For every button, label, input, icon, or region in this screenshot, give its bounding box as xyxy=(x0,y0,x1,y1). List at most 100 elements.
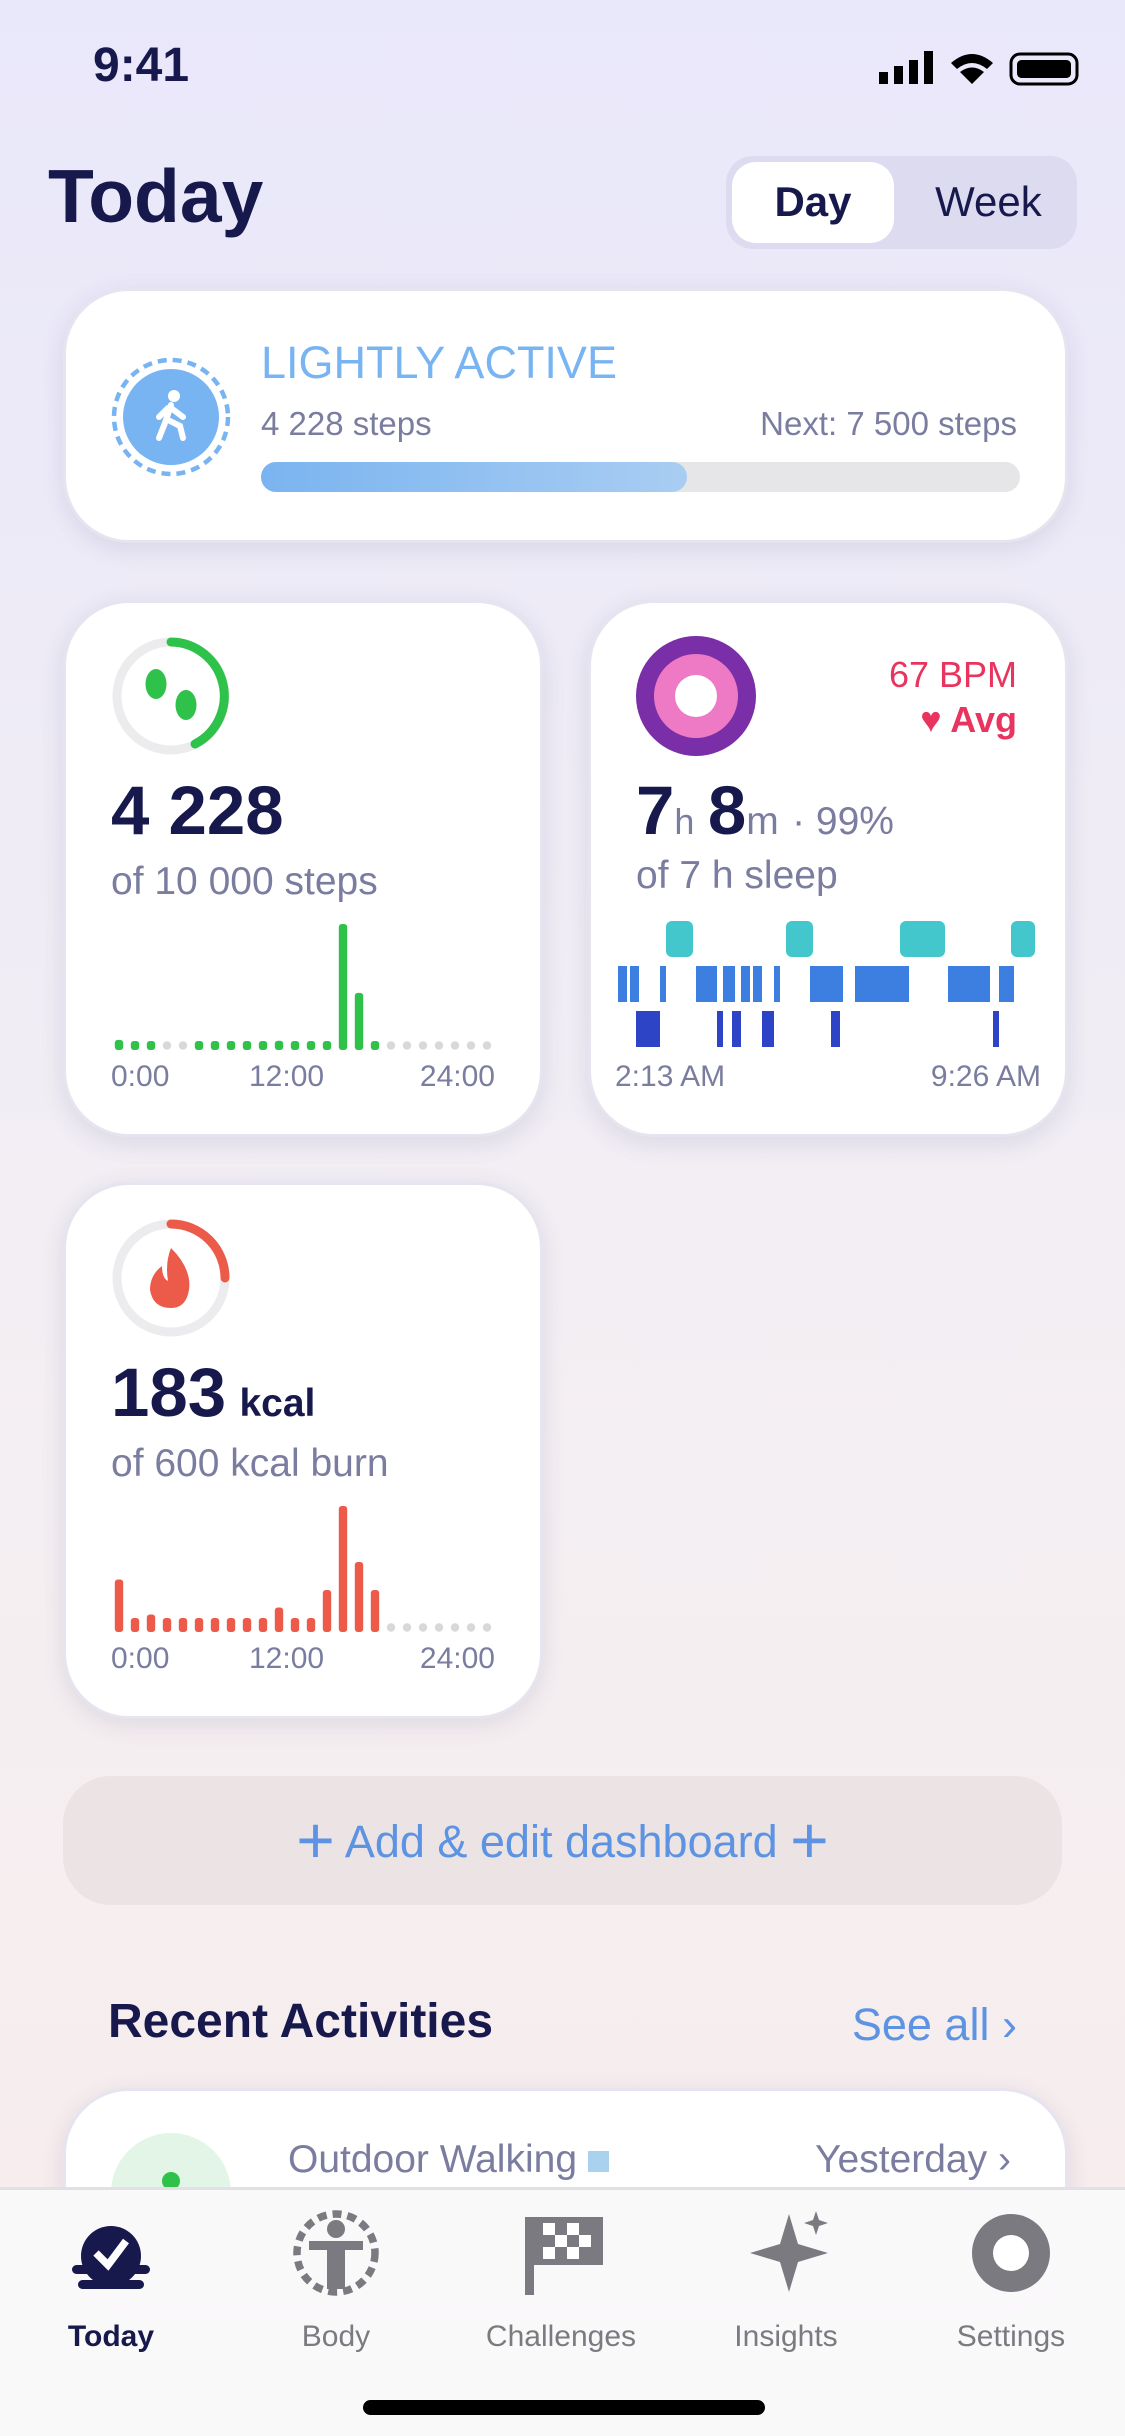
empty-dot xyxy=(402,1623,412,1632)
bar xyxy=(130,1618,140,1632)
segment-day[interactable]: Day xyxy=(732,162,894,243)
kcal-ring xyxy=(112,1219,230,1337)
empty-dot xyxy=(418,1041,428,1050)
bpm: 67 BPM xyxy=(888,654,1017,696)
tab-body[interactable]: Body xyxy=(301,2322,371,2355)
empty-dot xyxy=(482,1623,492,1632)
minutes: 8 xyxy=(707,771,747,849)
activity-when: Yesterday › xyxy=(815,2136,1011,2181)
m-unit: m xyxy=(746,798,779,843)
bar xyxy=(210,1618,220,1632)
x-label: 0:00 xyxy=(111,1644,170,1677)
bar xyxy=(290,1041,300,1050)
bar xyxy=(194,1041,204,1050)
steps-card[interactable]: 4 228 of 10 000 steps 0:00 12:00 24:00 xyxy=(63,600,543,1137)
empty-dot xyxy=(434,1623,444,1632)
activity-level-card[interactable]: LIGHTLY ACTIVE 4 228 steps Next: 7 500 s… xyxy=(63,288,1068,543)
steps-ring xyxy=(112,637,230,755)
bar xyxy=(226,1618,236,1632)
sleep-stages xyxy=(618,921,1035,1047)
page-title: Today xyxy=(48,156,264,240)
x-label: 24:00 xyxy=(419,1644,495,1677)
tab-bar: Today Body Challenges Insights Settings xyxy=(0,2187,1125,2436)
bar xyxy=(178,1618,188,1632)
tab-insights[interactable]: Insights xyxy=(734,2322,838,2355)
empty-dot xyxy=(162,1041,172,1050)
home-indicator xyxy=(363,2400,765,2415)
sleep-end: 9:26 AM xyxy=(930,1062,1041,1095)
empty-dot xyxy=(482,1041,492,1050)
progress-track xyxy=(261,462,1020,492)
empty-dot xyxy=(466,1623,476,1632)
bar xyxy=(194,1618,204,1632)
section-title: Recent Activities xyxy=(108,1998,494,2049)
kcal-card[interactable]: 183 kcal of 600 kcal burn 0:00 12:00 24:… xyxy=(63,1182,543,1719)
activity-when-text: Yesterday xyxy=(815,2136,988,2181)
dashboard-button[interactable]: + Add & edit dashboard + xyxy=(63,1776,1062,1905)
kcal-caption: of 600 kcal burn xyxy=(111,1440,389,1485)
empty-dot xyxy=(178,1041,188,1050)
sleep-ring xyxy=(636,636,756,756)
tab-settings[interactable]: Settings xyxy=(956,2322,1066,2355)
kcal-value: 183 xyxy=(111,1353,227,1431)
bar xyxy=(306,1041,316,1050)
sleep-caption: of 7 h sleep xyxy=(636,852,838,897)
bar xyxy=(162,1618,172,1632)
activity-level: LIGHTLY ACTIVE xyxy=(261,339,617,390)
x-label: 0:00 xyxy=(111,1062,170,1095)
bar xyxy=(258,1618,268,1632)
empty-dot xyxy=(466,1041,476,1050)
bar xyxy=(338,1506,348,1632)
bar xyxy=(146,1041,156,1050)
activity-name: Outdoor Walking xyxy=(288,2136,609,2181)
segment-week[interactable]: Week xyxy=(935,177,1042,225)
bar xyxy=(290,1618,300,1632)
bar xyxy=(242,1618,252,1632)
bar xyxy=(274,1607,284,1632)
see-all-label: See all xyxy=(851,2001,990,2052)
bar xyxy=(274,1040,284,1050)
sleep-duration: 7h 8m · 99% xyxy=(636,771,894,852)
status-icons xyxy=(879,51,1079,86)
quality: · 99% xyxy=(792,798,894,843)
bar xyxy=(338,924,348,1050)
steps-chart xyxy=(114,924,492,1050)
bar xyxy=(322,1041,332,1050)
x-label: 12:00 xyxy=(249,1062,325,1095)
bar xyxy=(210,1041,220,1050)
activity-name-text: Outdoor Walking xyxy=(288,2136,578,2181)
kcal-unit: kcal xyxy=(239,1380,316,1425)
status-time: 9:41 xyxy=(93,42,190,93)
empty-dot xyxy=(418,1623,428,1632)
steps-text: 4 228 steps xyxy=(261,408,432,444)
empty-dot xyxy=(402,1041,412,1050)
hours: 7 xyxy=(636,771,675,849)
empty-dot xyxy=(434,1041,444,1050)
bpm-avg: ♥ Avg xyxy=(920,699,1017,741)
dashboard-label: Add & edit dashboard xyxy=(344,1818,778,1869)
bar xyxy=(370,1590,380,1632)
sleep-start: 2:13 AM xyxy=(615,1062,726,1095)
next-text: Next: 7 500 steps xyxy=(760,408,1017,444)
bar xyxy=(354,992,364,1050)
bar xyxy=(354,1562,364,1632)
empty-dot xyxy=(386,1623,396,1632)
avg-label: Avg xyxy=(950,699,1017,741)
tab-challenges[interactable]: Challenges xyxy=(485,2322,637,2355)
bar xyxy=(242,1041,252,1050)
x-label: 12:00 xyxy=(249,1644,325,1677)
kcal-value-row: 183 kcal xyxy=(111,1353,315,1434)
h-unit: h xyxy=(674,801,695,843)
bar xyxy=(114,1579,124,1632)
see-all[interactable]: See all › xyxy=(851,2001,1017,2052)
bar xyxy=(258,1041,268,1050)
segmented-control: Day Week xyxy=(726,156,1077,249)
bar xyxy=(130,1041,140,1050)
tab-today[interactable]: Today xyxy=(67,2322,155,2355)
kcal-chart xyxy=(114,1506,492,1632)
bar xyxy=(226,1041,236,1050)
sleep-card[interactable]: 67 BPM ♥ Avg 7h 8m · 99% of 7 h sleep 2:… xyxy=(588,600,1068,1137)
walk-icon xyxy=(111,357,231,477)
